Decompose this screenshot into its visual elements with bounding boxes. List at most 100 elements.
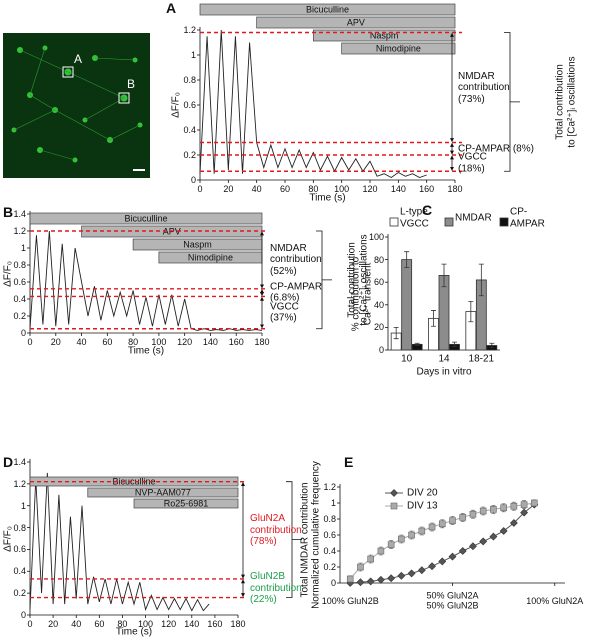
marker [377, 547, 385, 555]
y-tick-label: 1.2 [183, 24, 196, 35]
marker [458, 547, 467, 555]
drug-label: Naspm [370, 30, 399, 40]
bracket [316, 230, 332, 330]
x-tick-label: 50% GluN2A 50% GluN2B [426, 590, 479, 611]
marker [418, 527, 426, 535]
x-tick-label: 40 [76, 336, 87, 347]
trace [29, 230, 263, 331]
y-tick-label: 0.8 [13, 259, 26, 270]
error-bar [441, 263, 447, 288]
x-tick-label: 0 [197, 183, 203, 194]
y-axis-label: Normalized cumulative frequency [310, 461, 322, 609]
bracket [504, 32, 520, 172]
marker [390, 502, 398, 510]
roi-box [118, 92, 130, 104]
drug-label: APV [347, 17, 365, 27]
y-axis-label: ΔF/F₀ [170, 92, 182, 118]
x-tick-label: 14 [438, 353, 450, 365]
marker [438, 557, 447, 566]
annotation: CP-AMPAR (8%) [458, 143, 534, 154]
y-tick-label: 0.8 [183, 74, 196, 85]
marker [520, 501, 528, 508]
error-bar [404, 251, 410, 268]
drug-bar [87, 487, 239, 498]
y-tick-label: 0.4 [13, 566, 26, 577]
x-tick-label: 100% GluN2A [526, 595, 584, 606]
x-tick-label: 20 [50, 336, 61, 347]
x-tick-label: 100 [138, 618, 154, 629]
x-axis-label: Days in vitro [416, 366, 472, 378]
legend-label: NMDAR [455, 212, 492, 224]
x-tick-label: 20 [48, 618, 59, 629]
error-bar [414, 342, 420, 346]
error-bar [431, 310, 436, 327]
x-tick-label: 180 [230, 618, 246, 629]
series-line [349, 502, 535, 580]
y-tick-label: 0 [20, 609, 26, 620]
x-tick-label: 40 [71, 618, 82, 629]
neurons [11, 45, 143, 163]
micrograph: A B [3, 33, 150, 178]
bracket [286, 481, 302, 598]
y-tick-label: 100 [368, 231, 384, 242]
marker [387, 541, 395, 548]
drug-label: Bicuculline [124, 213, 167, 223]
drug-bar [133, 498, 239, 509]
marker [509, 519, 518, 527]
panel-letter: E [344, 453, 354, 470]
marker [397, 571, 406, 580]
y-tick-label: 1.2 [13, 478, 26, 489]
y-tick-label: 0 [330, 577, 336, 588]
marker [489, 532, 498, 541]
marker [469, 542, 477, 551]
x-tick-label: 160 [207, 618, 223, 629]
roi-box [62, 66, 74, 78]
drug-bar [199, 3, 456, 16]
drug-bar [312, 29, 456, 42]
x-tick-label: 180 [254, 336, 270, 347]
marker [459, 514, 467, 521]
y-tick-label: 0 [190, 174, 196, 185]
y-tick-label: 0 [20, 327, 26, 338]
y-tick-label: 0.6 [13, 544, 26, 555]
marker [469, 510, 477, 518]
x-tick-label: 60 [94, 618, 105, 629]
marker [499, 527, 508, 535]
x-tick-label: 18-21 [468, 353, 495, 365]
marker [357, 563, 364, 571]
y-tick-label: 1 [20, 500, 26, 511]
marker [417, 566, 426, 575]
y-tick-label: 0 [378, 344, 384, 355]
y-tick-label: 1 [20, 242, 26, 253]
x-tick-label: 100% GluN2B [321, 595, 379, 606]
series-line [350, 504, 535, 584]
y-tick-label: 1 [330, 497, 336, 508]
marker [449, 517, 456, 524]
neurite [13, 47, 141, 161]
drug-label: Naspm [183, 239, 212, 249]
marker [366, 577, 375, 586]
roi-label: A [74, 52, 82, 66]
bracket-label: Total NMDAR contribution [299, 482, 311, 598]
x-tick-label: 80 [308, 183, 319, 194]
y-tick-label: 40 [373, 299, 384, 310]
panel-letter: A [166, 0, 177, 16]
annotation: VGCC (37%) [270, 301, 299, 324]
marker [376, 575, 385, 584]
neurites [13, 47, 141, 161]
x-tick-label: 140 [184, 618, 200, 629]
x-tick-label: 80 [128, 336, 139, 347]
x-tick-label: 60 [102, 336, 113, 347]
x-axis-label: Time (s) [127, 345, 165, 357]
drug-bar [256, 16, 456, 29]
y-tick-label: 0.8 [13, 522, 26, 533]
error-bar [468, 301, 474, 323]
trace [29, 472, 210, 612]
x-tick-label: 0 [27, 336, 33, 347]
legend-label: DIV 13 [407, 500, 438, 512]
marker [356, 578, 365, 587]
bracket-label: Total contribution to [Ca²⁺]ᵢ oscillatio… [554, 56, 578, 148]
legend-label: L-type VGCC [400, 206, 429, 230]
y-tick-label: 1.4 [13, 456, 26, 467]
x-tick-label: 120 [362, 183, 378, 194]
